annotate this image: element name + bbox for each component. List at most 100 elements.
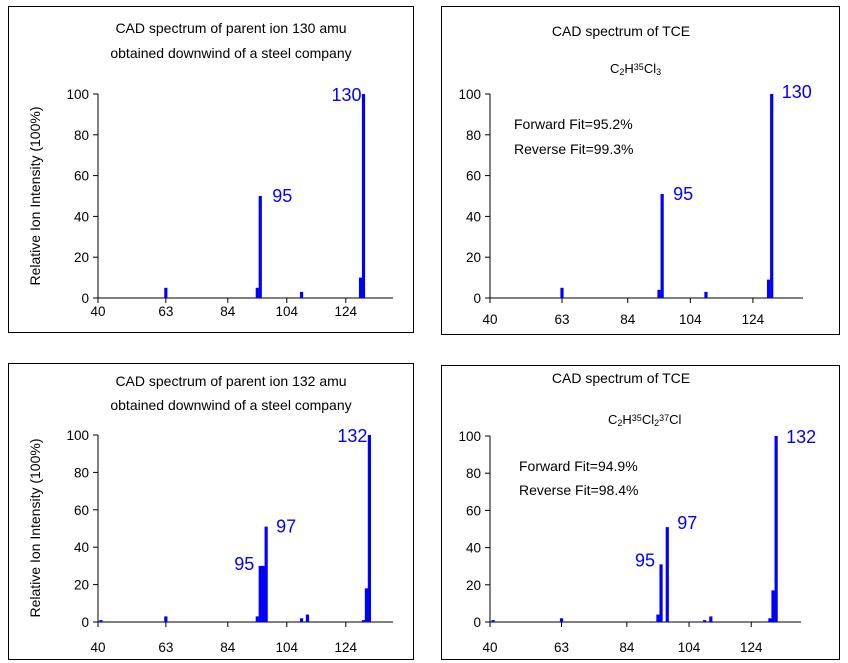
y-tick-label: 60 (74, 503, 89, 518)
chart-title-line: CAD spectrum of TCE (552, 23, 690, 39)
y-tick-label: 100 (458, 87, 481, 102)
y-tick-label: 100 (66, 87, 89, 102)
spectrum-bar (665, 527, 669, 622)
x-tick-label: 124 (335, 304, 358, 319)
spectrum-bar (766, 279, 771, 298)
fit-annotation: Reverse Fit=99.3% (514, 141, 633, 157)
spectrum-bar (704, 291, 708, 298)
x-tick-label: 40 (90, 304, 105, 319)
spectrum-bar (657, 289, 661, 298)
y-tick-label: 20 (74, 578, 89, 593)
peak-label: 95 (272, 186, 292, 206)
formula-part: C (610, 61, 619, 76)
y-tick-label: 0 (473, 615, 481, 630)
chart-title-line: obtained downwind of a steel company (110, 397, 351, 413)
x-tick-label: 104 (678, 640, 701, 655)
spectrum-bar (771, 590, 775, 622)
fit-annotation: Forward Fit=95.2% (514, 116, 633, 132)
spectrum-bar (367, 435, 371, 622)
spectrum-chart-tce-130: CAD spectrum of TCE C2H35Cl3 Forward Fit=9… (441, 6, 840, 335)
x-tick-label: 84 (619, 640, 635, 655)
x-tick-label: 63 (158, 304, 173, 319)
formula-part: C (608, 412, 617, 427)
spectrum-bar (768, 618, 772, 622)
panel-frame (441, 365, 840, 660)
spectrum-bar (258, 565, 262, 622)
y-axis-label: Relative Ion Intensity (100%) (27, 439, 43, 618)
peak-label: 95 (635, 550, 655, 570)
x-tick-label: 124 (335, 640, 358, 655)
y-tick-label: 20 (466, 250, 481, 265)
chart-title-line: obtained downwind of a steel company (110, 45, 351, 61)
chart-title-line: CAD spectrum of TCE (552, 370, 690, 386)
spectrum-bar (258, 196, 262, 298)
spectrum-bar (164, 287, 168, 298)
peak-label: 95 (234, 554, 254, 574)
spectrum-bar (305, 614, 310, 622)
y-tick-label: 80 (74, 128, 89, 143)
x-tick-label: 124 (742, 312, 765, 327)
spectrum-bar (361, 620, 366, 622)
formula-part: 3 (656, 67, 661, 77)
y-tick-label: 80 (74, 465, 89, 480)
spectrum-bar (299, 618, 304, 622)
peak-label: 97 (677, 513, 697, 533)
spectrum-panel-tce-130: CAD spectrum of TCE C2H35Cl3 Forward Fit=9… (441, 6, 840, 335)
spectrum-bar (774, 436, 778, 622)
x-tick-label: 124 (740, 640, 763, 655)
y-tick-label: 40 (74, 209, 89, 224)
spectrum-bar (660, 193, 664, 298)
x-tick-label: 40 (90, 640, 105, 655)
spectrum-bar (559, 618, 564, 622)
peak-label: 132 (337, 426, 367, 446)
peak-label: 95 (673, 184, 693, 204)
spectrum-chart-parent-130: CAD spectrum of parent ion 130 amu obtain… (8, 6, 414, 333)
spectrum-bar (656, 614, 660, 622)
spectrum-bar (491, 620, 495, 622)
spectrum-bar (358, 277, 363, 298)
y-tick-label: 20 (74, 250, 89, 265)
peak-label: 97 (276, 517, 296, 537)
x-tick-label: 40 (482, 640, 497, 655)
spectrum-bar (264, 526, 268, 622)
spectrum-bar (255, 616, 259, 622)
y-tick-label: 0 (473, 291, 481, 306)
y-tick-label: 60 (466, 503, 481, 518)
formula-part: Cl (644, 61, 656, 76)
formula-part: 35 (634, 62, 644, 72)
spectrum-bar (361, 94, 366, 298)
spectrum-bar (164, 616, 168, 622)
y-tick-label: 60 (466, 169, 481, 184)
panel-frame (441, 6, 840, 335)
fit-annotation: Forward Fit=94.9% (519, 458, 638, 474)
spectrum-panel-parent-130: CAD spectrum of parent ion 130 amu obtain… (8, 6, 414, 333)
panel-frame (8, 6, 414, 333)
y-tick-label: 0 (81, 615, 89, 630)
x-tick-label: 84 (220, 304, 236, 319)
chemical-formula: C2H35Cl237Cl (608, 412, 682, 428)
formula-part: H (624, 61, 633, 76)
x-tick-label: 84 (220, 640, 236, 655)
chemical-formula: C2H35Cl3 (610, 61, 661, 77)
spectrum-panel-tce-132: CAD spectrum of TCE C2H35Cl237Cl Forward F… (441, 365, 840, 660)
y-tick-label: 60 (74, 169, 89, 184)
spectrum-bar (99, 620, 103, 622)
spectrum-bar (261, 565, 265, 622)
x-tick-label: 63 (554, 312, 569, 327)
peak-label: 130 (331, 85, 361, 105)
peak-label: 132 (786, 427, 816, 447)
peak-label: 130 (782, 82, 812, 102)
x-tick-label: 104 (679, 312, 702, 327)
spectrum-bar (560, 287, 564, 298)
spectrum-bar (659, 564, 663, 622)
formula-part: 2 (619, 67, 624, 77)
x-tick-label: 104 (276, 640, 299, 655)
formula-part: Cl (642, 412, 654, 427)
formula-part: 37 (659, 413, 669, 423)
spectrum-bar (770, 94, 774, 298)
y-axis-label: Relative Ion Intensity (100%) (27, 107, 43, 286)
fit-annotation: Reverse Fit=98.4% (519, 482, 638, 498)
y-tick-label: 40 (466, 541, 481, 556)
chart-title-line: CAD spectrum of parent ion 130 amu (115, 20, 346, 36)
